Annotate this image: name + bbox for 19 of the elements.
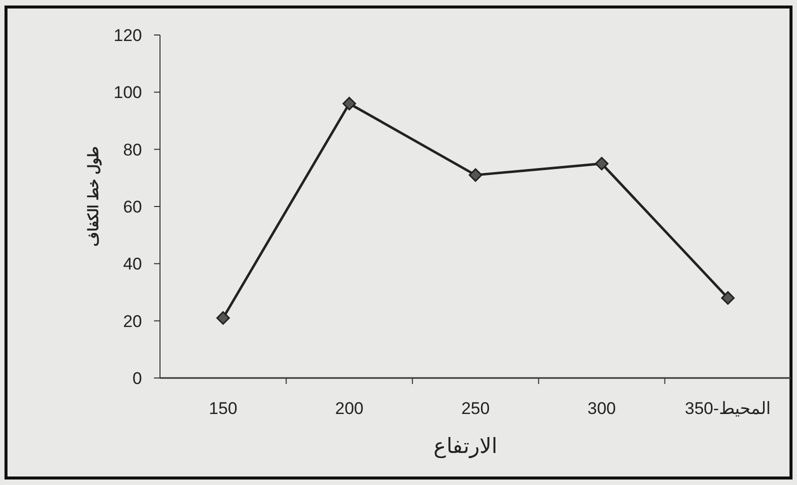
- y-tick-label: 20: [123, 312, 142, 331]
- point: [721, 291, 735, 305]
- point: [342, 96, 356, 110]
- y-axis-title: طول خط الكفاف: [85, 146, 102, 246]
- point: [468, 168, 482, 182]
- point: [216, 311, 230, 325]
- y-tick-label: 80: [123, 140, 142, 160]
- x-tick-label: 350-المحيط: [684, 399, 771, 418]
- x-tick-label: 150: [208, 399, 238, 418]
- x-tick-label: 200: [335, 399, 364, 418]
- x-axis-title: الارتفاع: [434, 435, 498, 459]
- y-tick-label: 120: [114, 26, 142, 45]
- y-tick-label: 40: [123, 254, 142, 274]
- x-tick-label: 300: [588, 399, 616, 418]
- y-tick-label: 100: [114, 83, 142, 102]
- x-tick-label: 250: [461, 399, 490, 418]
- point: [594, 156, 608, 170]
- y-tick-label: 0: [132, 369, 142, 388]
- y-tick-label: 60: [123, 198, 142, 216]
